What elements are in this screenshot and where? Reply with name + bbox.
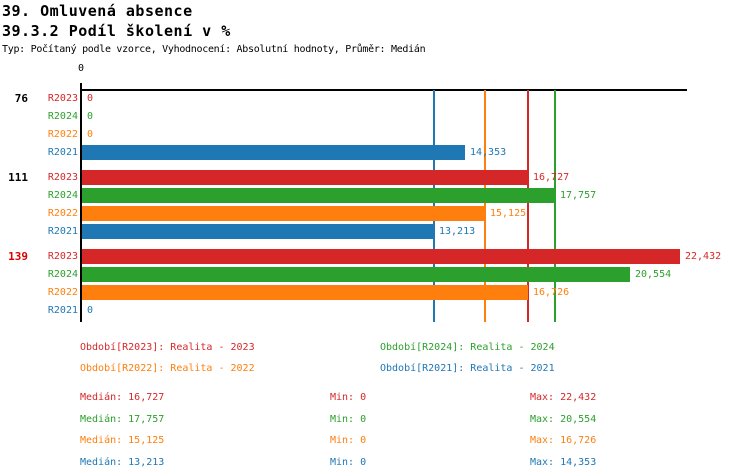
- stat-R2022-median: Medián: 15,125: [80, 435, 165, 446]
- bar-111-R2021: [82, 224, 434, 239]
- bar-value-76-R2022: 0: [87, 129, 94, 140]
- bar-label-111-R2022: R2022: [47, 208, 78, 219]
- group-label-76: 76: [14, 92, 28, 105]
- stat-R2024-max: Max: 20,554: [530, 414, 597, 425]
- bar-value-76-R2024: 0: [87, 111, 94, 122]
- bar-label-139-R2022: R2022: [47, 287, 78, 298]
- bar-label-111-R2024: R2024: [47, 190, 78, 201]
- bar-value-111-R2024: 17,757: [560, 190, 597, 201]
- stat-R2023-median: Medián: 16,727: [80, 392, 165, 403]
- bar-label-76-R2022: R2022: [47, 129, 78, 140]
- bar-label-139-R2021: R2021: [47, 305, 78, 316]
- stat-R2021-min: Min: 0: [330, 457, 367, 468]
- bar-139-R2023: [82, 249, 680, 264]
- stat-R2023-max: Max: 22,432: [530, 392, 597, 403]
- legend-item-R2023: Období[R2023]: Realita - 2023: [80, 342, 255, 353]
- bar-label-111-R2023: R2023: [47, 172, 78, 183]
- chart-title: 39.3.2 Podíl školení v %: [2, 22, 231, 40]
- stat-R2022-min: Min: 0: [330, 435, 367, 446]
- bar-label-139-R2023: R2023: [47, 251, 78, 262]
- group-label-111: 111: [8, 171, 28, 184]
- bar-111-R2022: [82, 206, 485, 221]
- bar-label-111-R2021: R2021: [47, 226, 78, 237]
- median-line-R2023: [527, 90, 529, 322]
- bar-76-R2021: [82, 145, 465, 160]
- stat-R2022-max: Max: 16,726: [530, 435, 597, 446]
- bar-value-139-R2021: 0: [87, 305, 94, 316]
- bar-value-111-R2021: 13,213: [439, 226, 476, 237]
- legend-item-R2021: Období[R2021]: Realita - 2021: [380, 363, 555, 374]
- bar-label-76-R2021: R2021: [47, 147, 78, 158]
- stat-R2021-max: Max: 14,353: [530, 457, 597, 468]
- median-line-R2024: [554, 90, 556, 322]
- bar-value-139-R2022: 16,726: [533, 287, 570, 298]
- bar-value-139-R2024: 20,554: [635, 269, 672, 280]
- legend-item-R2022: Období[R2022]: Realita - 2022: [80, 363, 255, 374]
- legend-item-R2024: Období[R2024]: Realita - 2024: [380, 342, 555, 353]
- stat-R2024-min: Min: 0: [330, 414, 367, 425]
- bar-139-R2024: [82, 267, 630, 282]
- report-title: 39. Omluvená absence: [2, 2, 193, 20]
- bar-139-R2022: [82, 285, 528, 300]
- bar-label-76-R2024: R2024: [47, 111, 78, 122]
- median-line-R2022: [484, 90, 486, 322]
- bar-value-111-R2022: 15,125: [490, 208, 527, 219]
- stat-R2021-median: Medián: 13,213: [80, 457, 165, 468]
- bar-value-76-R2021: 14,353: [470, 147, 507, 158]
- chart-subtitle: Typ: Počítaný podle vzorce, Vyhodnocení:…: [2, 44, 426, 55]
- axis-tick-zero: 0: [77, 63, 85, 74]
- bar-value-139-R2023: 22,432: [685, 251, 722, 262]
- bar-111-R2023: [82, 170, 528, 185]
- vertical-axis-line: [80, 83, 82, 322]
- bar-label-139-R2024: R2024: [47, 269, 78, 280]
- bar-111-R2024: [82, 188, 555, 203]
- horizontal-axis-line: [80, 89, 687, 91]
- group-label-139: 139: [8, 250, 28, 263]
- stat-R2023-min: Min: 0: [330, 392, 367, 403]
- stat-R2024-median: Medián: 17,757: [80, 414, 165, 425]
- bar-value-76-R2023: 0: [87, 93, 94, 104]
- bar-label-76-R2023: R2023: [47, 93, 78, 104]
- bar-value-111-R2023: 16,727: [533, 172, 570, 183]
